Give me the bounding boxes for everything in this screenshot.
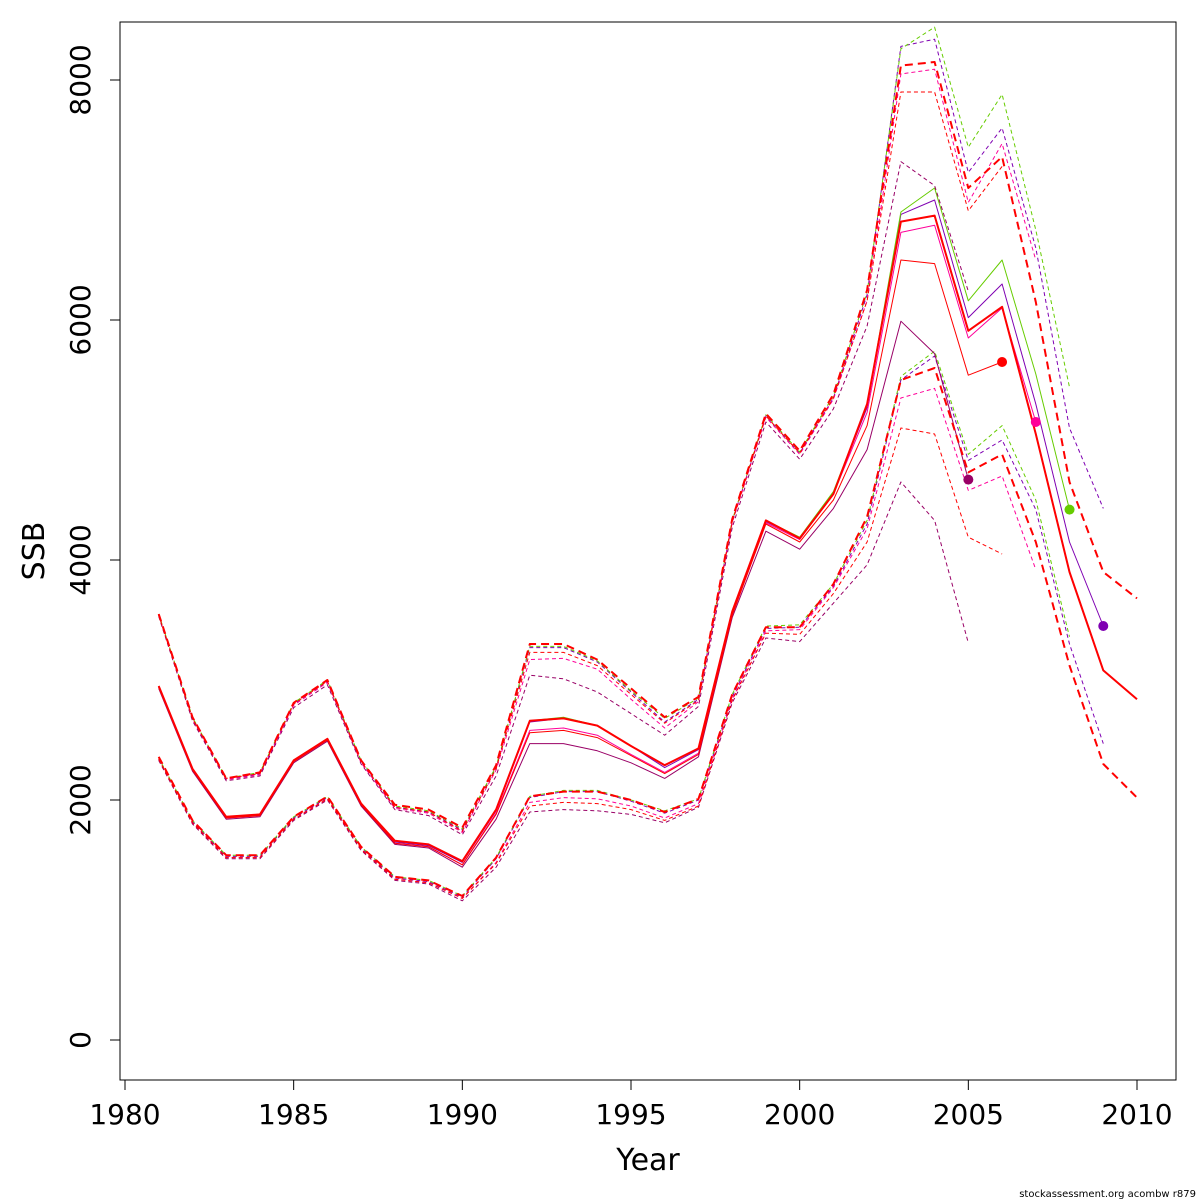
series-line [158,320,969,868]
x-tick-label: 1990 [427,1098,498,1131]
y-axis-label: SSB [17,522,52,581]
series-line [158,259,1003,866]
series-line [158,161,969,836]
data-point [1064,504,1075,515]
x-axis: 1980 1985 1990 1995 2000 2005 2010 [89,1079,1173,1131]
series-line [158,68,1037,833]
data-point [963,474,974,485]
series-line [157,367,1138,897]
series-line [158,26,1070,830]
series-line [158,427,1003,899]
data-point [1030,417,1041,427]
series-line [157,214,1138,863]
points-layer [963,357,1109,631]
data-point [1098,621,1109,631]
y-tick-label: 4000 [64,524,97,595]
series-line [158,481,969,902]
x-tick-label: 1985 [258,1098,329,1131]
credit-text: stockassessment.org acombw r879 [1019,1189,1196,1200]
series-line [158,355,1104,898]
x-tick-label: 2000 [764,1098,835,1131]
series-line [158,91,1003,832]
x-tick-label: 1995 [595,1098,666,1131]
series-line [157,61,1138,829]
x-axis-label: Year [615,1143,680,1178]
data-point [997,357,1008,367]
y-tick-label: 8000 [64,44,97,115]
y-tick-label: 6000 [64,284,97,355]
series-line [158,350,1070,897]
y-axis: 0 2000 4000 6000 8000 [64,44,121,1049]
y-tick-label: 0 [64,1031,97,1049]
x-tick-label: 2010 [1101,1098,1172,1131]
plot-frame [119,21,1177,1081]
series-layer [157,26,1138,902]
y-tick-label: 2000 [64,764,97,835]
x-tick-label: 2005 [933,1098,1004,1131]
x-tick-label: 1980 [89,1098,160,1131]
